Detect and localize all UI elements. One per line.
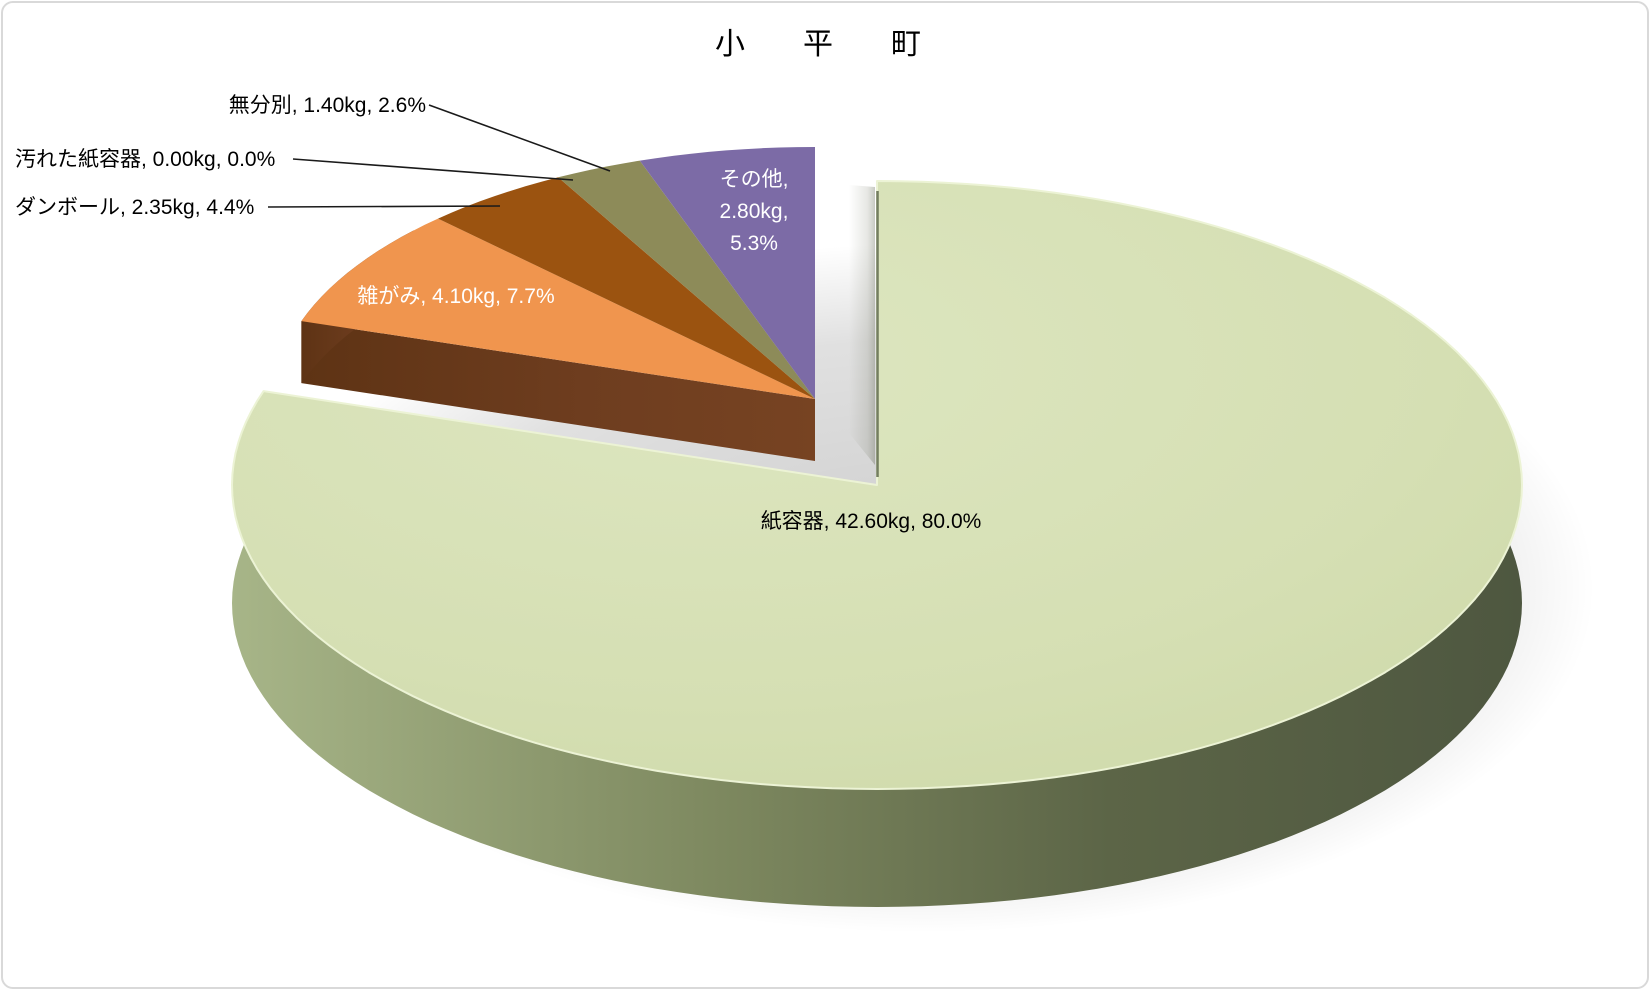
slice-ダンボール xyxy=(438,177,815,399)
slice-雑がみ xyxy=(301,218,815,399)
slice-label-unsorted: 無分別, 1.40kg, 2.6% xyxy=(228,94,426,117)
gap-shadow xyxy=(849,185,875,465)
slice-その他 xyxy=(639,147,815,399)
chart-title: 小 平 町 xyxy=(715,28,935,61)
slice-label-other: その他, 2.80kg, 5.3% xyxy=(719,168,789,255)
slice-label-paper-containers: 紙容器, 42.60kg, 80.0% xyxy=(760,510,982,533)
leader-line-汚れた紙容器 xyxy=(292,158,574,181)
small-group-cut-face xyxy=(301,321,815,461)
slice-label-soiled-paper: 汚れた紙容器, 0.00kg, 0.0% xyxy=(15,148,276,171)
slice-label-misc-paper: 雑がみ, 4.10kg, 7.7% xyxy=(357,285,555,308)
slice-紙容器 xyxy=(231,180,1523,790)
leader-line-ダンボール xyxy=(267,205,501,208)
slice-無分別 xyxy=(558,160,815,399)
pie-3d-chart xyxy=(231,104,1595,933)
main-slice-side-wall xyxy=(232,381,1522,907)
slice-label-cardboard: ダンボール, 2.35kg, 4.4% xyxy=(15,196,255,219)
leader-line-無分別 xyxy=(428,104,611,172)
pie-layers xyxy=(231,104,1595,933)
